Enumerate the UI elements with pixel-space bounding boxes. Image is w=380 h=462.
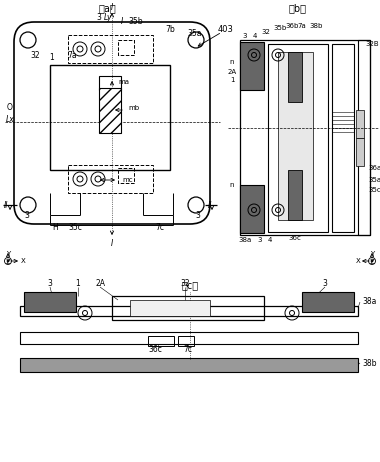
Bar: [356, 138, 364, 166]
Text: （a）: （a）: [98, 3, 116, 13]
Bar: [118, 40, 134, 55]
Text: H: H: [52, 224, 58, 232]
Text: 7c: 7c: [155, 224, 165, 232]
Text: 32: 32: [180, 280, 190, 288]
Text: Y: Y: [6, 251, 10, 257]
Text: I: I: [111, 238, 113, 248]
Text: （b）: （b）: [289, 3, 307, 13]
Text: 35b: 35b: [129, 18, 143, 26]
Text: X: X: [21, 258, 25, 264]
Bar: [358, 40, 370, 235]
Text: ma: ma: [118, 79, 129, 85]
Text: 32: 32: [30, 51, 40, 61]
Text: 36a: 36a: [368, 165, 380, 171]
Bar: [148, 336, 174, 346]
Text: Z: Z: [6, 259, 10, 265]
Bar: [99, 88, 121, 133]
Text: 35c: 35c: [68, 224, 82, 232]
Bar: [356, 110, 364, 138]
Text: 3: 3: [48, 280, 52, 288]
Text: 3: 3: [196, 211, 200, 219]
Text: 36b: 36b: [285, 23, 299, 29]
Text: I: I: [111, 2, 113, 12]
Text: n: n: [230, 182, 234, 188]
Text: 3: 3: [323, 280, 328, 288]
Circle shape: [7, 260, 9, 262]
Bar: [20, 332, 358, 344]
Bar: [288, 52, 302, 102]
Text: 3: 3: [258, 237, 262, 243]
Text: 35a: 35a: [368, 177, 380, 183]
Bar: [20, 306, 358, 316]
Text: （c）: （c）: [181, 280, 199, 290]
Circle shape: [371, 260, 373, 262]
Text: 2A: 2A: [95, 280, 105, 288]
Text: 7a: 7a: [67, 51, 77, 61]
Bar: [112, 296, 264, 320]
Bar: [268, 44, 328, 232]
Bar: [178, 336, 194, 346]
Bar: [130, 300, 210, 316]
Text: O: O: [7, 103, 13, 113]
Text: Z: Z: [370, 259, 374, 265]
Bar: [68, 165, 153, 193]
Text: 35b: 35b: [273, 25, 287, 31]
Text: 403: 403: [218, 25, 234, 35]
Bar: [240, 185, 264, 233]
Text: X: X: [356, 258, 360, 264]
Text: 7c: 7c: [184, 346, 193, 354]
Text: 36c: 36c: [288, 235, 301, 241]
Text: 1: 1: [230, 77, 234, 83]
Text: II: II: [4, 201, 8, 209]
Text: 1: 1: [50, 54, 54, 62]
Text: 4: 4: [253, 33, 257, 39]
Text: 38b: 38b: [309, 23, 323, 29]
Text: Lx: Lx: [6, 115, 14, 123]
Text: 3: 3: [25, 211, 29, 219]
Text: 1: 1: [76, 280, 81, 288]
Text: n: n: [230, 59, 234, 65]
Text: 2A: 2A: [228, 69, 237, 75]
Bar: [302, 292, 354, 312]
Text: Ly: Ly: [104, 12, 112, 22]
Text: I: I: [121, 18, 123, 26]
Bar: [20, 358, 358, 372]
Bar: [24, 292, 76, 312]
Text: 3: 3: [97, 12, 101, 22]
Text: 35c: 35c: [368, 187, 380, 193]
Text: 38b: 38b: [362, 359, 377, 369]
Text: Y: Y: [370, 251, 374, 257]
Text: 38a: 38a: [362, 298, 376, 306]
Bar: [118, 168, 134, 183]
Bar: [240, 40, 370, 235]
Bar: [50, 65, 170, 170]
Text: 35a: 35a: [188, 30, 202, 38]
Bar: [99, 76, 121, 90]
Text: 36c: 36c: [148, 346, 162, 354]
Bar: [332, 44, 354, 232]
Text: 32B: 32B: [365, 41, 379, 47]
Text: 4: 4: [268, 237, 272, 243]
Text: 32: 32: [261, 29, 271, 35]
Text: 3: 3: [243, 33, 247, 39]
Bar: [68, 35, 153, 63]
Bar: [278, 52, 313, 220]
Bar: [240, 42, 264, 90]
Text: mb: mb: [128, 105, 139, 111]
Text: II: II: [208, 201, 212, 209]
Text: 7b: 7b: [165, 25, 175, 35]
Text: 38a: 38a: [238, 237, 252, 243]
Text: 7a: 7a: [298, 23, 306, 29]
Text: mc: mc: [122, 177, 133, 183]
Bar: [288, 170, 302, 220]
